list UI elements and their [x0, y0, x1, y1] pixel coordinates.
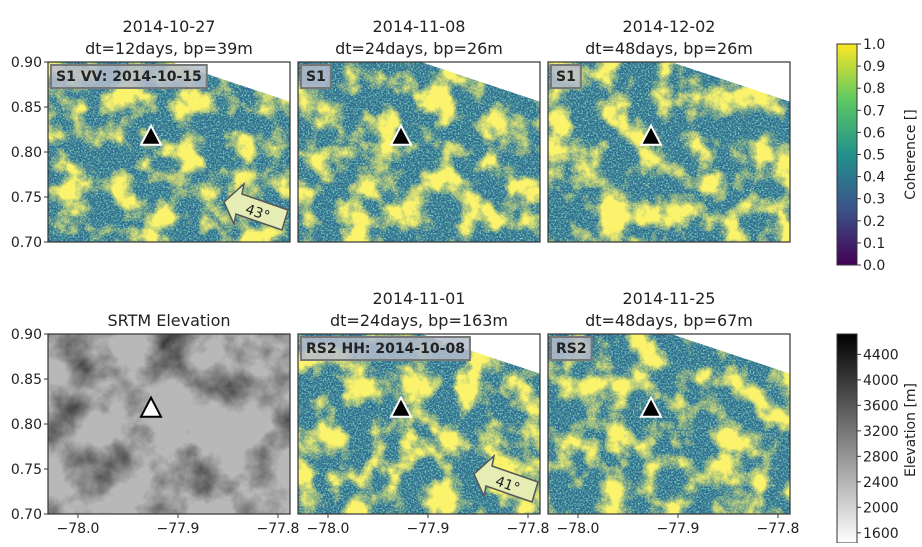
image: [48, 334, 290, 514]
volcano-marker: [639, 123, 663, 146]
frame: [297, 333, 541, 515]
heading-arrow: [473, 453, 539, 503]
volcano-marker: [389, 395, 413, 418]
panel: 2014-11-01 dt=24days, bp=163m RS2 HH: 2014…: [297, 289, 550, 537]
colorbar-tick-label: 0.7: [863, 103, 885, 119]
y-tick-label: 0.75: [11, 190, 42, 206]
panel: 2014-10-27 dt=12days, bp=39m S1 VV: 2014-1…: [11, 17, 291, 251]
heading-label: 41°: [493, 473, 522, 497]
panel-title: 2014-11-01: [373, 289, 466, 308]
panel-title: 2014-12-02: [623, 17, 716, 36]
badge-box: [550, 64, 582, 89]
y-tick-label: 0.75: [11, 462, 42, 478]
volcano-marker: [139, 123, 163, 146]
colorbar: [836, 43, 858, 266]
panel-subtitle: dt=48days, bp=67m: [585, 311, 753, 330]
panel-title: 2014-11-25: [623, 289, 716, 308]
colorbar-tick-label: 4400: [863, 347, 899, 363]
x-tick-label: −77.9: [657, 521, 700, 537]
panel-subtitle: dt=12days, bp=39m: [85, 39, 253, 58]
colorbar-tick-label: 1.0: [863, 37, 885, 53]
panel: 2014-11-08 dt=24days, bp=26m S1: [297, 17, 541, 243]
x-tick-label: −77.8: [507, 521, 550, 537]
y-tick-label: 0.80: [11, 145, 42, 161]
colorbar-tick-label: 0.3: [863, 192, 885, 208]
frame: [297, 61, 541, 243]
y-tick-label: 0.70: [11, 235, 42, 251]
colorbar-tick-label: 0.0: [863, 258, 885, 274]
colorbar-tick-label: 2800: [863, 449, 899, 465]
x-tick-label: −78.0: [57, 521, 100, 537]
panel-subtitle: dt=48days, bp=26m: [585, 39, 753, 58]
badge-box: [550, 336, 593, 361]
badge: RS2 HH: 2014-10-08: [306, 341, 465, 357]
heading-label: 43°: [243, 201, 272, 225]
y-tick-label: 0.85: [11, 372, 42, 388]
x-tick-label: −77.9: [407, 521, 450, 537]
colorbar-tick-label: 0.9: [863, 59, 885, 75]
image-terrain: [48, 334, 290, 514]
image-blobs: [548, 62, 790, 242]
no-data: [421, 62, 540, 102]
image-blobs: [548, 334, 790, 514]
colorbar-tick-label: 2400: [863, 475, 899, 491]
panel-subtitle: dt=24days, bp=26m: [335, 39, 503, 58]
panel: SRTM Elevation 0.90 0.85 0.80 0.75 0.70 −78.0 −…: [11, 311, 300, 537]
colorbar-tick-label: 0.2: [863, 214, 885, 230]
badge: RS2: [556, 341, 587, 357]
colorbar-tick-label: 0.4: [863, 170, 885, 186]
x-tick-label: −77.8: [257, 521, 300, 537]
volcano-marker: [389, 123, 413, 146]
badge-box: [50, 64, 208, 89]
volcano-marker: [639, 395, 663, 418]
panel-subtitle: dt=24days, bp=163m: [330, 311, 508, 330]
panel-title: SRTM Elevation: [107, 311, 230, 330]
no-data: [671, 62, 790, 102]
colorbar-tick-label: 1600: [863, 526, 899, 542]
x-tick-label: −78.0: [307, 521, 350, 537]
image: [298, 62, 540, 242]
panel: 2014-12-02 dt=48days, bp=26m S1: [547, 17, 791, 243]
colorbar-label: Elevation [m]: [903, 383, 919, 477]
image: [548, 334, 790, 514]
panel-title: 2014-11-08: [373, 17, 466, 36]
colorbar: [836, 333, 858, 544]
y-tick-label: 0.85: [11, 100, 42, 116]
frame: [547, 333, 791, 515]
heading-arrow: [223, 181, 289, 231]
badge-box: [300, 64, 332, 89]
y-tick-label: 0.90: [11, 327, 42, 343]
badge: S1: [556, 69, 576, 85]
colorbar-tick-label: 0.1: [863, 236, 885, 252]
colorbar-tick-label: 0.6: [863, 125, 885, 141]
badge: S1 VV: 2014-10-15: [56, 69, 202, 85]
colorbar-tick-label: 0.5: [863, 148, 885, 164]
no-data: [671, 334, 790, 374]
colorbar-tick-label: 3200: [863, 424, 899, 440]
badge: S1: [306, 69, 326, 85]
image-blobs: [298, 62, 540, 242]
colorbar-tick-label: 0.8: [863, 81, 885, 97]
colorbar-tick-label: 4000: [863, 373, 899, 389]
x-tick-label: −77.9: [157, 521, 200, 537]
frame: [547, 61, 791, 243]
y-tick-label: 0.90: [11, 55, 42, 71]
x-tick-label: −78.0: [557, 521, 600, 537]
colorbar-label: Coherence []: [903, 109, 919, 199]
badge-box: [300, 336, 471, 361]
image: [548, 62, 790, 242]
volcano-marker: [139, 395, 163, 418]
y-tick-label: 0.70: [11, 507, 42, 523]
x-tick-label: −77.8: [757, 521, 800, 537]
colorbar-tick-label: 3600: [863, 398, 899, 414]
panel: 2014-11-25 dt=48days, bp=67m RS2 −78.0 −77.9…: [547, 289, 800, 537]
panel-title: 2014-10-27: [123, 17, 216, 36]
y-tick-label: 0.80: [11, 417, 42, 433]
colorbar-tick-label: 2000: [863, 500, 899, 516]
image: [48, 62, 290, 242]
